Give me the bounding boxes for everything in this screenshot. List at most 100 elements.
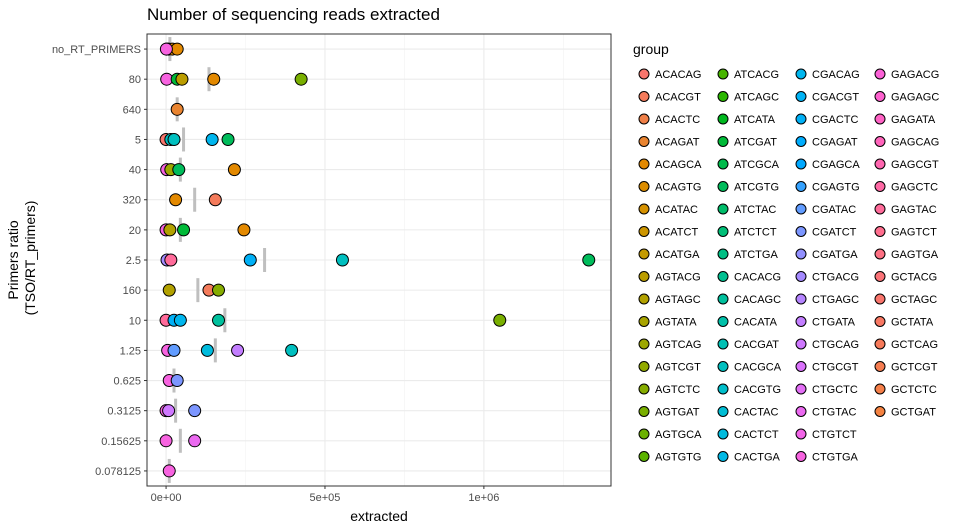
data-point [294,72,308,86]
legend-key [638,248,650,260]
data-point [207,72,221,86]
legend-label: CGATCT [812,227,857,239]
data-point [493,313,507,327]
legend-key [795,203,807,215]
data-point [200,343,214,357]
legend-label: CTGTGA [812,452,858,464]
legend-key [874,248,886,260]
legend-label: CACACG [734,272,781,284]
legend-key [874,338,886,350]
y-tick-label: 0.078125 [95,466,141,478]
y-tick-label: 20 [129,225,141,237]
legend-key [717,293,729,305]
legend-key [717,68,729,80]
legend-label: ATCAGC [734,92,779,104]
legend-label: CACATA [734,317,778,329]
x-tick-label: 0e+00 [151,492,182,504]
data-point [170,102,184,116]
legend-key [795,271,807,282]
legend-key [638,113,650,125]
legend-key [717,361,729,372]
y-tick-label: 10 [129,315,141,327]
legend-key [874,226,886,237]
legend-label: CACTGA [734,452,781,464]
legend-key [795,158,807,170]
legend-key [795,361,807,372]
legend-label: ATCTCT [734,227,777,239]
legend-label: GAGACG [891,69,939,81]
legend-label: CTGTAC [812,407,856,419]
legend-key [638,203,650,215]
legend-label: GCTATA [891,317,934,329]
legend-label: CGAGCA [812,159,860,171]
legend-label: ATCATA [734,114,776,126]
legend-label: AGTCTC [655,384,700,396]
data-point [177,223,191,237]
data-point [170,374,184,388]
legend-label: GCTCTC [891,384,937,396]
legend-label: ACACAG [655,69,701,81]
legend-label: GAGATA [891,114,936,126]
legend-label: AGTGAT [655,407,700,419]
legend-key [874,181,886,192]
y-tick-label: 0.3125 [107,406,141,418]
legend-key [717,451,729,462]
legend-label: ACATGA [655,249,700,261]
legend-key [638,406,650,417]
data-point [231,343,245,357]
legend-label: ATCACG [734,69,779,81]
legend-label: AGTGCA [655,429,702,441]
y-tick-label: 40 [129,165,141,177]
x-axis-ticks: 0e+00 5e+05 1e+06 [151,486,499,504]
legend-label: CACAGC [734,294,781,306]
legend-key [717,113,729,125]
data-point [159,434,173,448]
y-tick-label: 80 [129,74,141,86]
legend-key [638,158,650,170]
legend-label: AGTCAG [655,339,701,351]
legend-key [638,338,650,350]
legend-key [717,91,729,102]
y-axis-ticks: no_RT_PRIMERS 80 640 5 40 320 20 2.5 160 10 1.25 0.… [52,44,147,478]
legend-key [638,68,650,80]
legend-label: GCTCGT [891,362,938,374]
legend-key [717,316,729,327]
data-point [285,343,299,357]
legend-key [795,428,807,440]
legend-label: CGATGA [812,249,858,261]
y-axis-title: Primers ratio (TSO/RT_primers) [5,201,38,316]
legend-label: ATCGAT [734,137,777,149]
x-tick-label: 5e+05 [310,492,341,504]
legend-label: CTGACG [812,272,859,284]
legend-label: GAGTAC [891,204,937,216]
legend-key [717,181,729,192]
legend-label: CTGATA [812,317,856,329]
legend-key [717,248,729,260]
legend-label: ATCTAC [734,204,776,216]
legend-label: ACATCT [655,227,698,239]
legend-label: CACGCA [734,362,782,374]
legend-key [874,383,886,395]
legend-key [717,338,729,350]
legend-label: CACGAT [734,339,779,351]
legend-key [874,91,886,102]
legend-label: AGTGTG [655,452,701,464]
legend-key [874,271,886,282]
legend-key [638,316,650,327]
legend-key [874,406,886,417]
legend-label: CACGTG [734,384,781,396]
legend-key [717,428,729,440]
legend-label: AGTCGT [655,362,701,374]
data-point [175,72,189,86]
legend-label: ACACGT [655,92,701,104]
legend-label: CGACGT [812,92,859,104]
legend-key [638,451,650,462]
x-tick-label: 1e+06 [468,492,499,504]
legend-key [795,248,807,260]
legend-key [874,316,886,327]
data-points [159,42,596,478]
legend-label: AGTAGC [655,294,701,306]
legend-key [795,316,807,327]
legend-key [795,451,807,462]
